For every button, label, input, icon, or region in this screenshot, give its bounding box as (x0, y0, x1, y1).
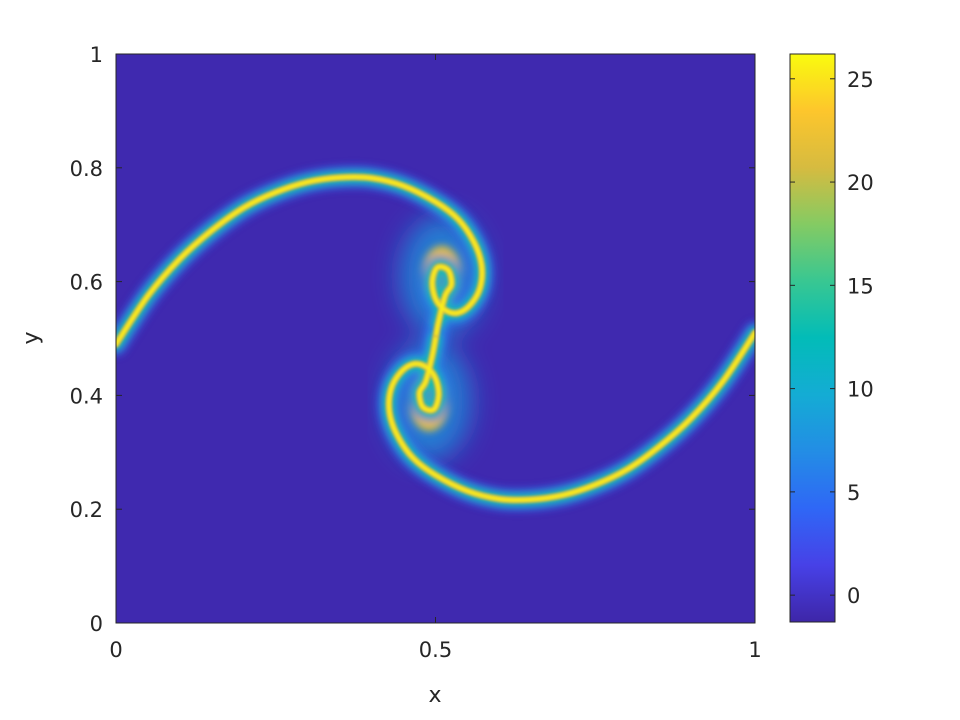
y-axis-title: y (19, 331, 44, 344)
x-tick-label: 0.5 (419, 638, 452, 662)
y-tick-label: 0.8 (70, 157, 103, 181)
x-axis-ticks: 0 0.5 1 (109, 54, 762, 662)
y-tick-label: 0.2 (70, 498, 103, 522)
plot-area (115, 53, 756, 624)
colorbar-tick-label: 15 (847, 274, 874, 298)
filament-left-arm-peak (116, 175, 484, 346)
colorbar: 0 5 10 15 20 25 (789, 53, 874, 623)
colorbar-tick-label: 0 (847, 584, 860, 608)
x-tick-label: 1 (748, 638, 761, 662)
colorbar-tick-label: 10 (847, 378, 874, 402)
x-axis-title: x (428, 683, 441, 708)
colorbar-tick-label: 25 (847, 68, 874, 92)
vorticity-field (116, 165, 755, 512)
y-tick-label: 0.6 (70, 271, 103, 295)
y-axis-ticks: 0 0.2 0.4 0.6 0.8 1 (70, 43, 755, 636)
x-tick-label: 0 (109, 638, 122, 662)
y-tick-label: 1 (90, 43, 103, 67)
colorbar-tick-label: 20 (847, 171, 874, 195)
colorbar-tick-label: 5 (847, 481, 860, 505)
colorbar-ticks: 0 5 10 15 20 25 (790, 68, 874, 608)
filament-right-arm-peak (387, 331, 755, 502)
y-tick-label: 0 (90, 612, 103, 636)
colorbar-gradient (790, 54, 835, 622)
colorbar-frame (789, 53, 836, 623)
filament-core (116, 173, 755, 504)
y-tick-label: 0.4 (70, 384, 103, 408)
